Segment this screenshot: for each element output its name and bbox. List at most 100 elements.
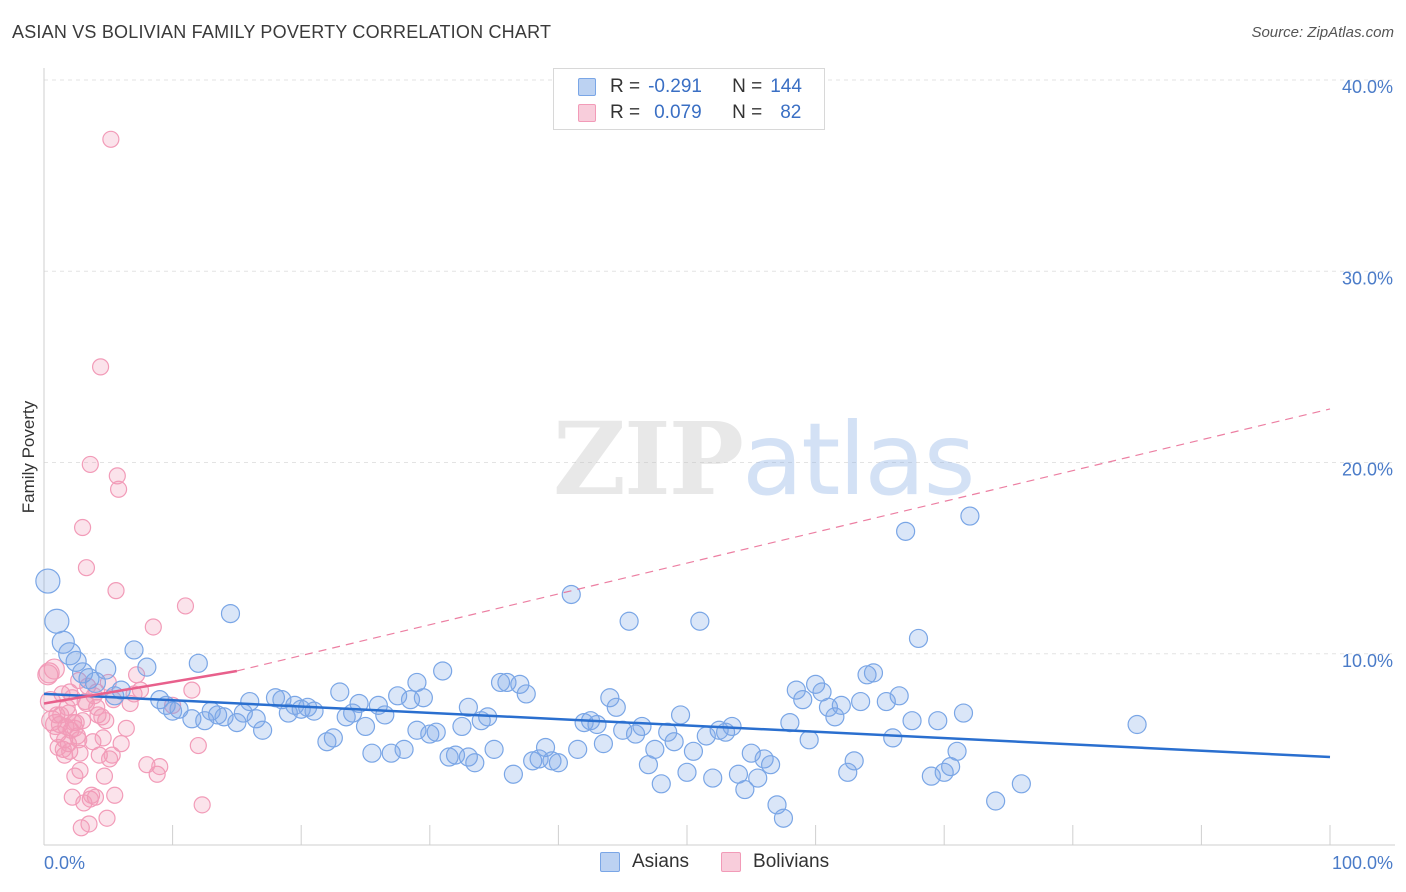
bolivians-points — [37, 130, 211, 837]
bolivian-point-75 — [81, 790, 99, 808]
bolivian-point-58 — [151, 757, 169, 776]
asian-point-136 — [407, 720, 427, 740]
watermark: ZIPatlas — [553, 400, 976, 518]
asian-point-90 — [677, 762, 697, 782]
bolivian-point-73 — [59, 704, 78, 722]
bolivian-point-49 — [108, 467, 126, 485]
bolivian-point-29 — [81, 455, 99, 474]
bolivian-point-70 — [88, 698, 106, 716]
asian-point-4 — [65, 650, 87, 673]
asian-point-71 — [548, 753, 569, 773]
asian-point-64 — [503, 764, 523, 784]
asian-point-113 — [825, 707, 845, 727]
asian-point-79 — [606, 697, 626, 717]
asian-point-135 — [1127, 714, 1147, 735]
asian-point-91 — [683, 741, 704, 761]
asian-point-77 — [593, 734, 614, 754]
bolivian-point-22 — [72, 819, 90, 837]
asian-point-137 — [458, 697, 478, 717]
bolivian-point-41 — [97, 712, 115, 730]
asian-point-18 — [188, 653, 208, 673]
asian-point-134 — [1011, 774, 1031, 794]
asian-point-115 — [838, 762, 858, 782]
asian-point-101 — [748, 768, 768, 788]
asian-point-37 — [330, 682, 350, 702]
asian-point-125 — [908, 628, 929, 649]
asians-r-label: R = — [610, 76, 641, 97]
bolivians-r-value: 0.079 — [654, 102, 702, 123]
bolivian-point-36 — [90, 746, 108, 764]
asians-n-value: 144 — [770, 76, 802, 97]
asians-legend-swatch — [600, 852, 620, 872]
grid-lines — [44, 79, 1395, 655]
asian-point-50 — [413, 688, 433, 708]
bolivian-point-54 — [131, 681, 150, 699]
bolivians-n-label: N = — [732, 102, 763, 123]
asians-legend-label: Asians — [632, 851, 690, 872]
asian-point-119 — [863, 663, 884, 683]
asian-point-94 — [703, 768, 723, 788]
asian-point-28 — [253, 720, 273, 740]
x-tick-labels: 0.0% 100.0% — [44, 853, 1393, 873]
asian-point-1 — [44, 608, 70, 634]
asian-point-126 — [921, 766, 941, 786]
bolivian-point-39 — [94, 729, 112, 747]
asian-point-47 — [394, 739, 414, 759]
asian-point-81 — [619, 611, 639, 631]
asian-point-78 — [600, 688, 620, 708]
legend-item-asians: Asians — [600, 851, 689, 873]
bolivian-point-80 — [49, 738, 67, 757]
asian-point-116 — [844, 751, 864, 771]
asian-point-72 — [561, 584, 581, 605]
asian-point-66 — [516, 684, 536, 704]
asian-point-86 — [651, 774, 671, 794]
bolivian-point-74 — [71, 761, 89, 780]
asian-point-108 — [793, 690, 813, 710]
bolivian-point-77 — [103, 746, 121, 764]
asian-point-114 — [831, 695, 851, 715]
bolivian-point-62 — [189, 736, 207, 755]
asian-point-26 — [240, 691, 260, 712]
legend-row-asians: R = -0.291 N = 144 — [578, 75, 802, 99]
asian-point-0 — [35, 568, 61, 594]
asian-point-23 — [220, 603, 241, 624]
y-tick-label-1: 20.0% — [1342, 460, 1393, 480]
bolivian-point-68 — [44, 713, 67, 736]
asian-point-133 — [986, 791, 1006, 811]
bolivian-point-37 — [91, 358, 110, 376]
bolivian-point-48 — [107, 582, 125, 600]
asians-n-label: N = — [732, 76, 763, 97]
asian-point-132 — [960, 506, 980, 526]
asian-point-61 — [484, 739, 504, 759]
asians-points — [35, 506, 1147, 828]
bolivian-point-26 — [77, 559, 96, 577]
asian-point-11 — [124, 640, 144, 660]
asian-point-44 — [375, 705, 395, 725]
y-tick-label-0: 10.0% — [1342, 651, 1393, 671]
correlation-legend: R = -0.291 N = 144 R = 0.079 N = 82 — [553, 68, 825, 130]
y-tick-label-3: 40.0% — [1342, 77, 1393, 97]
chart-title: ASIAN VS BOLIVIAN FAMILY POVERTY CORRELA… — [12, 22, 552, 42]
series-legend: Asians Bolivians — [600, 851, 861, 873]
asian-point-99 — [735, 779, 755, 800]
bolivian-point-60 — [176, 597, 195, 615]
asian-point-109 — [799, 730, 819, 750]
asian-point-56 — [452, 716, 472, 737]
y-axis-label: Family Poverty — [19, 400, 38, 513]
bolivians-trend-extension — [236, 408, 1331, 672]
y-tick-label-2: 30.0% — [1342, 268, 1393, 288]
asian-point-121 — [883, 728, 903, 748]
asian-point-27 — [246, 709, 266, 729]
asian-point-88 — [664, 732, 684, 752]
asian-point-124 — [902, 711, 922, 731]
asian-point-110 — [805, 674, 826, 694]
bolivian-point-56 — [144, 618, 162, 636]
asian-point-46 — [388, 686, 408, 706]
bolivians-r-label: R = — [610, 102, 641, 123]
bolivian-point-61 — [183, 681, 201, 699]
y-tick-labels: 10.0% 20.0% 30.0% 40.0% — [1342, 77, 1393, 671]
asian-point-83 — [632, 716, 652, 737]
asian-point-12 — [137, 657, 157, 677]
axes — [43, 68, 1395, 846]
watermark-atlas: atlas — [741, 401, 976, 518]
